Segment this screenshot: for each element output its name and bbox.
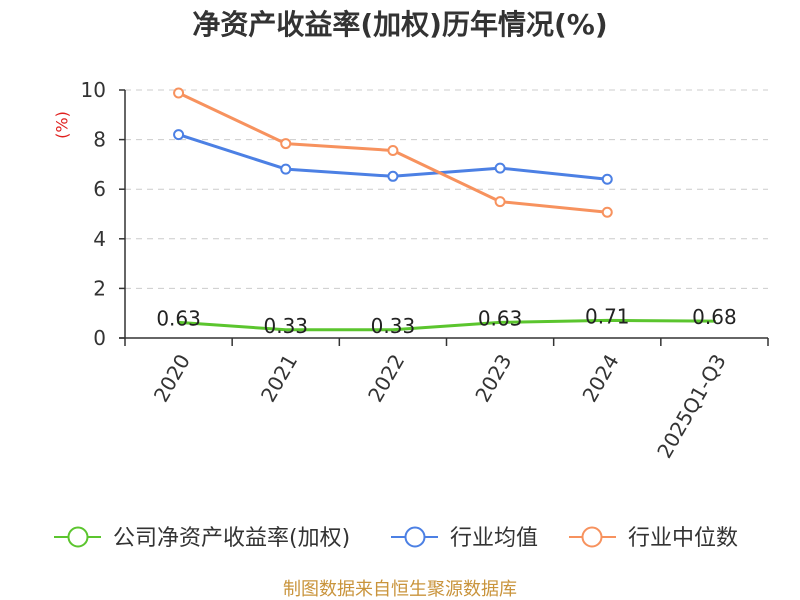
legend-label: 行业均值 <box>450 526 538 551</box>
series-0-data-label: 0.33 <box>263 314 308 338</box>
legend-label: 公司净资产收益率(加权) <box>113 526 350 551</box>
y-tick-label: 4 <box>93 227 106 251</box>
series-line-0 <box>177 318 716 332</box>
gridlines <box>125 89 768 289</box>
y-tick-label: 6 <box>93 177 106 201</box>
x-tick-label: 2022 <box>363 350 409 406</box>
series-1-point[interactable] <box>280 163 292 175</box>
x-tick-label: 2021 <box>256 350 302 406</box>
series-2-point[interactable] <box>601 206 613 218</box>
data-source-note: 制图数据来自恒生聚源数据库 <box>283 579 517 600</box>
series-0-data-label: 0.33 <box>371 314 416 338</box>
y-axis-label: (%) <box>53 111 72 139</box>
series-2-point[interactable] <box>173 87 185 99</box>
x-tick-label: 2024 <box>577 350 623 406</box>
y-tick-label: 0 <box>93 326 106 350</box>
series-0-data-label: 0.63 <box>156 306 201 330</box>
series-0-data-label: 0.63 <box>478 306 523 330</box>
series-2-point[interactable] <box>280 138 292 150</box>
chart-title: 净资产收益率(加权)历年情况(%) <box>192 8 607 41</box>
legend-item-industry-mean[interactable]: 行业均值 <box>391 526 538 551</box>
series-1-point[interactable] <box>494 162 506 174</box>
series-1-point[interactable] <box>601 173 613 185</box>
series-2-point[interactable] <box>494 196 506 208</box>
y-tick-label: 2 <box>93 276 106 300</box>
series-1-point[interactable] <box>173 129 185 141</box>
legend-circle-icon <box>581 526 603 548</box>
series-2-point[interactable] <box>387 145 399 157</box>
x-tick-label: 2020 <box>149 350 195 406</box>
y-tick-label: 8 <box>93 128 106 152</box>
series-0-data-label: 0.71 <box>585 304 630 328</box>
legend-circle-icon <box>404 526 426 548</box>
y-tick-label: 10 <box>81 78 106 102</box>
series-1-point[interactable] <box>387 170 399 182</box>
legend-circle-icon <box>67 526 89 548</box>
legend-label: 行业中位数 <box>628 526 738 551</box>
legend-item-company-roe[interactable]: 公司净资产收益率(加权) <box>54 526 350 551</box>
legend-item-industry-median[interactable]: 行业中位数 <box>569 526 738 551</box>
series-0-data-label: 0.68 <box>692 305 737 329</box>
x-tick-label: 2025Q1-Q3 <box>652 350 731 462</box>
x-tick-label: 2023 <box>470 350 516 406</box>
legend: 公司净资产收益率(加权) 行业均值 行业中位数 <box>54 526 738 551</box>
series-layer: 0.63 0.33 0.33 0.63 0.71 0.68 <box>156 87 737 338</box>
